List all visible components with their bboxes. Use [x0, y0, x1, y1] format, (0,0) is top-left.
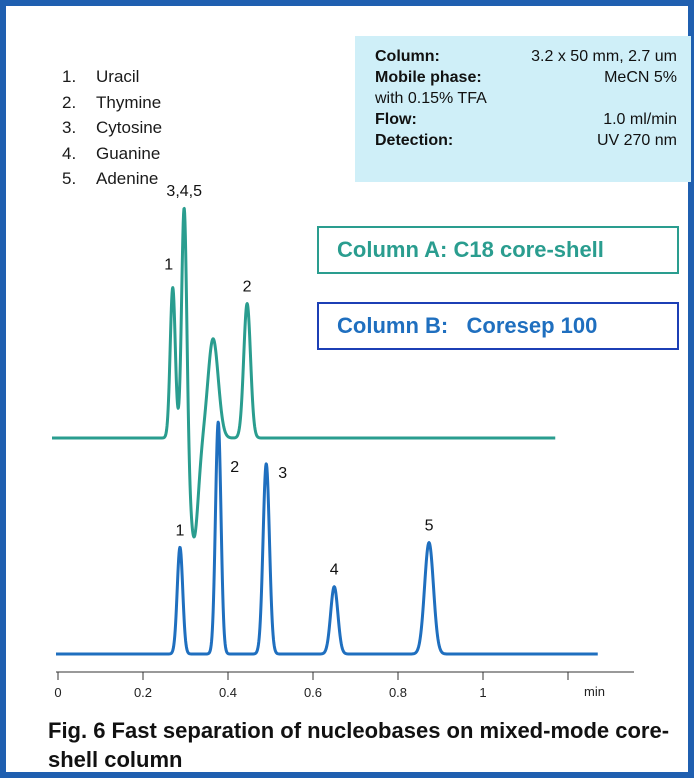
compound-name: Adenine: [96, 169, 159, 188]
compound-legend-list: 1. Uracil 2. Thymine 3. Cytosine 4. Guanine …: [62, 64, 162, 192]
condition-label: Flow:: [375, 111, 417, 128]
condition-row-detection: Detection: UV 270 nm: [375, 130, 677, 151]
compound-item: 1. Uracil: [62, 64, 162, 90]
peak-label: 1: [176, 522, 185, 539]
trace-column-b: [54, 420, 599, 656]
x-tick-label: 0.4: [219, 685, 237, 700]
conditions-box: Column: 3.2 x 50 mm, 2.7 um Mobile phase…: [355, 36, 691, 182]
x-axis-unit-label: min: [584, 684, 605, 699]
condition-label: Column:: [375, 48, 440, 65]
compound-item: 4. Guanine: [62, 141, 162, 167]
condition-row-flow: Flow: 1.0 ml/min: [375, 109, 677, 130]
peak-label: 4: [330, 562, 339, 579]
legend-column-a: Column A: C18 core-shell: [317, 226, 679, 274]
x-tick-label: 0: [54, 685, 61, 700]
x-tick-label: 0.6: [304, 685, 322, 700]
condition-value: 3.2 x 50 mm, 2.7 um: [531, 48, 677, 65]
compound-item: 3. Cytosine: [62, 115, 162, 141]
x-tick-label: 1: [479, 685, 486, 700]
condition-label: Detection:: [375, 132, 454, 149]
compound-item: 2. Thymine: [62, 90, 162, 116]
peak-label: 2: [243, 279, 252, 296]
x-tick-label: 0.8: [389, 685, 407, 700]
legend-column-b: Column B: Coresep 100: [317, 302, 679, 350]
condition-row-column: Column: 3.2 x 50 mm, 2.7 um: [375, 46, 677, 67]
condition-value: MeCN 5%: [604, 69, 677, 86]
condition-row-mobile-phase: Mobile phase: MeCN 5%: [375, 67, 677, 88]
peak-label: 1: [164, 257, 173, 274]
condition-value: UV 270 nm: [596, 132, 677, 149]
x-tick-label: 0.2: [134, 685, 152, 700]
peak-label: 2: [230, 459, 239, 476]
condition-value: 1.0 ml/min: [603, 111, 677, 128]
trace-column-a: [50, 207, 557, 539]
compound-name: Guanine: [96, 143, 161, 163]
compound-name: Uracil: [96, 67, 140, 86]
peak-labels: 1 3,4,5 2 1 2 3 4 5: [164, 183, 433, 578]
peak-label: 3: [278, 465, 287, 482]
compound-name: Cytosine: [96, 118, 163, 137]
compound-name: Thymine: [96, 92, 162, 112]
peak-label: 5: [425, 518, 434, 535]
x-axis-ticks: 0 0.2 0.4 0.6 0.8 1: [54, 672, 569, 700]
compound-item: 5. Adenine: [62, 166, 162, 192]
condition-value: with 0.15% TFA: [375, 90, 487, 107]
condition-label: Mobile phase:: [375, 69, 482, 86]
figure-caption: Fig. 6 Fast separation of nucleobases on…: [48, 718, 670, 772]
condition-row-mobile-phase-cont: with 0.15% TFA: [375, 88, 677, 109]
peak-label: 3,4,5: [166, 183, 202, 200]
